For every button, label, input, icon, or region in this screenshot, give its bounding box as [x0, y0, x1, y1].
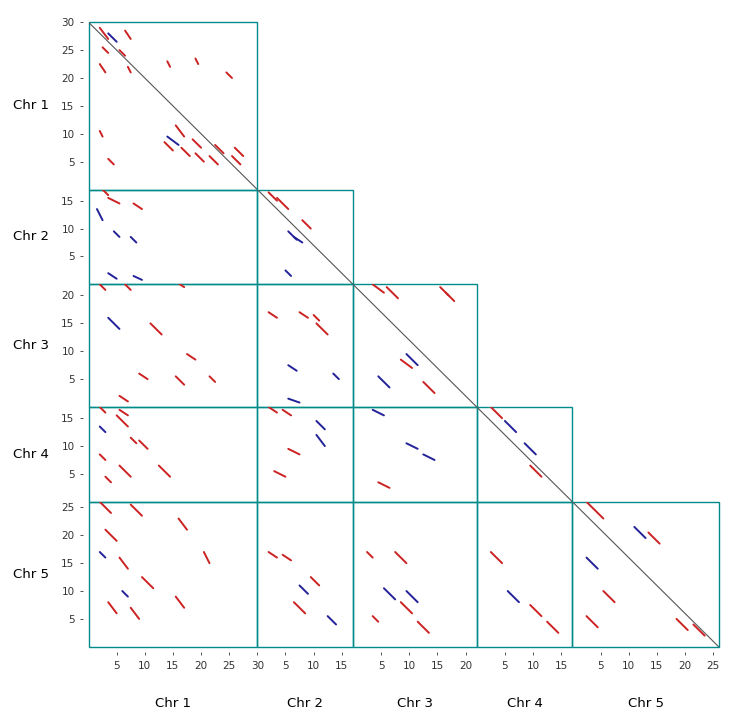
Text: Chr 1: Chr 1: [13, 99, 49, 112]
Bar: [476, 407, 572, 502]
Text: Chr 4: Chr 4: [507, 697, 542, 710]
Text: Chr 3: Chr 3: [397, 697, 433, 710]
Bar: [353, 502, 476, 647]
Bar: [88, 407, 257, 502]
Text: Chr 5: Chr 5: [628, 697, 663, 710]
Text: Chr 2: Chr 2: [288, 697, 323, 710]
Bar: [88, 22, 257, 190]
Bar: [257, 190, 353, 284]
Text: Chr 3: Chr 3: [13, 339, 49, 352]
Bar: [88, 502, 257, 647]
Text: Chr 5: Chr 5: [13, 568, 49, 581]
Bar: [353, 407, 476, 502]
Text: Chr 4: Chr 4: [13, 448, 49, 461]
Bar: [88, 284, 257, 407]
Bar: [257, 284, 353, 407]
Bar: [257, 407, 353, 502]
Bar: [88, 190, 257, 284]
Bar: [353, 284, 476, 407]
Bar: [257, 502, 353, 647]
Bar: [572, 502, 719, 647]
Text: Chr 2: Chr 2: [13, 231, 49, 244]
Text: Chr 1: Chr 1: [155, 697, 191, 710]
Bar: [476, 502, 572, 647]
